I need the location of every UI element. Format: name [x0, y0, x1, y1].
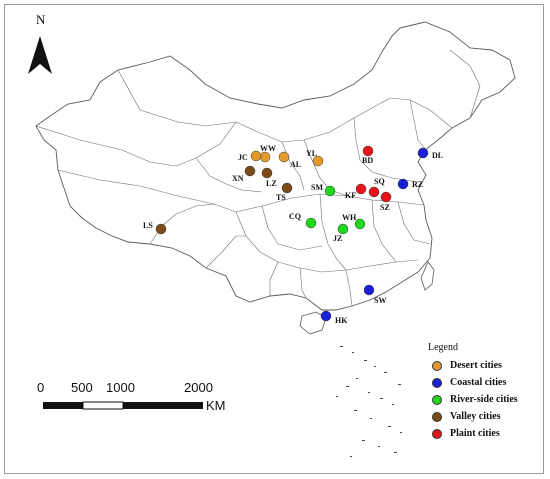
city-label-rz: RZ — [412, 180, 423, 189]
city-marker-yl — [312, 155, 324, 167]
city-label-hk: HK — [335, 316, 348, 325]
city-marker-hk — [320, 310, 332, 322]
city-marker-sz — [380, 191, 392, 203]
city-label-jc: JC — [238, 153, 248, 162]
city-label-yl: YL — [306, 149, 317, 158]
city-marker-bd — [362, 145, 374, 157]
city-marker-cq — [305, 217, 317, 229]
legend-item: Coastal cities — [428, 374, 543, 391]
sea-islands — [336, 346, 402, 457]
city-marker-ls — [155, 223, 167, 235]
city-label-sz: SZ — [380, 203, 390, 212]
scale-segment-1 — [43, 402, 83, 409]
country-outline — [35, 21, 516, 311]
city-label-kf: KF — [345, 191, 356, 200]
legend-items: Desert cities Coastal cities River-side ci… — [428, 357, 543, 442]
legend-title: Legend — [428, 342, 458, 353]
north-arrow: N — [28, 12, 52, 74]
city-label-lz: LZ — [266, 179, 277, 188]
legend-label: Plaint cities — [450, 428, 500, 439]
scale-tick-2000: 2000 — [184, 380, 213, 395]
legend-label: Desert cities — [450, 360, 502, 371]
island-hainan — [299, 311, 327, 335]
city-label-cq: CQ — [289, 212, 301, 221]
city-marker-wh — [354, 218, 366, 230]
scale-segment-2 — [82, 401, 124, 410]
city-label-sw: SW — [374, 296, 386, 305]
city-marker-jz — [337, 223, 349, 235]
city-label-bd: BD — [362, 156, 373, 165]
city-label-ls: LS — [143, 221, 153, 230]
city-marker-rz — [397, 178, 409, 190]
legend-item: Valley cities — [428, 408, 543, 425]
scale-unit: KM — [206, 398, 226, 413]
legend-swatch — [432, 360, 442, 371]
north-label: N — [36, 12, 46, 27]
city-marker-jc — [250, 150, 262, 162]
scale-bar: 0 500 1000 2000 KM — [37, 380, 226, 413]
city-markers: BD DL YL WW JC AL XN LZ TS SM KF SQ SZ RZ CQ WH JZ LS SW HK — [143, 144, 443, 325]
city-marker-kf — [355, 183, 367, 195]
legend-swatch — [432, 411, 442, 422]
legend-label: River-side cities — [450, 394, 518, 405]
legend-item: Desert cities — [428, 357, 543, 374]
city-label-jz: JZ — [333, 234, 342, 243]
legend-swatch — [432, 377, 442, 388]
city-label-dl: DL — [432, 151, 443, 160]
city-label-ts: TS — [276, 193, 286, 202]
city-marker-ww — [259, 151, 271, 163]
city-label-wh: WH — [342, 213, 357, 222]
legend-swatch — [432, 394, 442, 405]
city-marker-lz — [261, 167, 273, 179]
legend-swatch — [432, 428, 442, 439]
scale-segment-3 — [123, 402, 203, 409]
city-marker-al — [278, 151, 290, 163]
legend-label: Valley cities — [450, 411, 501, 422]
province-boundaries — [35, 49, 481, 307]
north-arrow-icon — [28, 36, 52, 74]
legend-item: River-side cities — [428, 391, 543, 408]
scale-tick-500: 500 — [71, 380, 93, 395]
city-marker-sm — [324, 185, 336, 197]
city-label-sm: SM — [311, 183, 323, 192]
city-label-xn: XN — [232, 174, 244, 183]
legend: Legend Desert cities Coastal cities River-… — [428, 342, 543, 442]
city-marker-ts — [281, 182, 293, 194]
city-marker-dl — [417, 147, 429, 159]
scale-tick-1000: 1000 — [106, 380, 135, 395]
city-marker-sq — [368, 186, 380, 198]
city-marker-sw — [363, 284, 375, 296]
legend-item: Plaint cities — [428, 425, 543, 442]
legend-label: Coastal cities — [450, 377, 507, 388]
city-label-al: AL — [290, 160, 301, 169]
city-label-sq: SQ — [374, 177, 385, 186]
city-label-ww: WW — [260, 144, 276, 153]
island-taiwan — [420, 261, 435, 291]
scale-tick-0: 0 — [37, 380, 44, 395]
city-marker-xn — [244, 165, 256, 177]
